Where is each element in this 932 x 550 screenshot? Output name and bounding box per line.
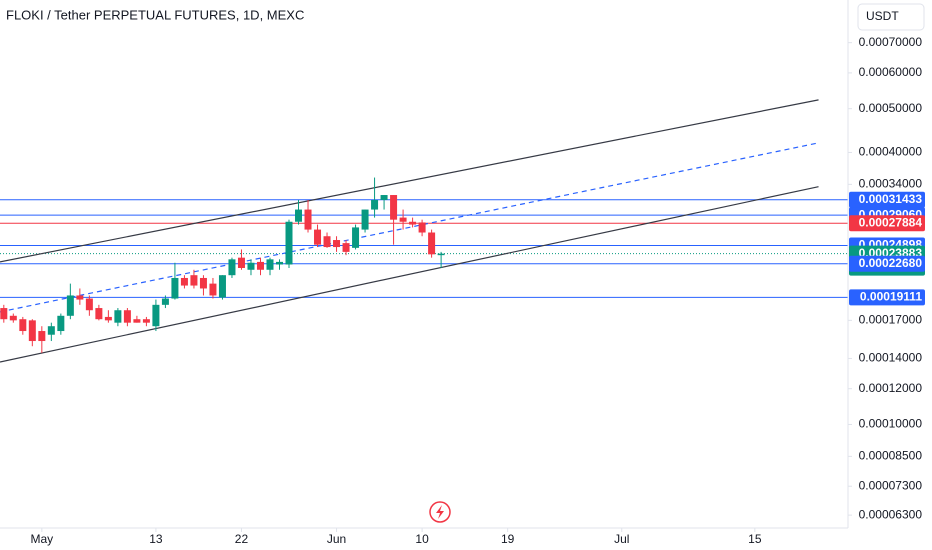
y-tick-label: 0.00008500 bbox=[859, 449, 923, 463]
x-tick-label: 19 bbox=[501, 532, 515, 546]
y-tick-label: 0.00050000 bbox=[859, 101, 923, 115]
candle-body bbox=[199, 277, 207, 289]
candle-body bbox=[218, 275, 226, 298]
price-label-box bbox=[849, 255, 925, 272]
candle-body bbox=[38, 331, 46, 342]
candle-body bbox=[161, 298, 169, 305]
price-label-box bbox=[849, 289, 925, 306]
plot-area bbox=[0, 99, 848, 363]
y-tick-label: 0.00012000 bbox=[859, 381, 923, 395]
lightning-icon[interactable] bbox=[429, 501, 451, 523]
candle-body bbox=[19, 319, 27, 332]
y-tick-label: 0.00007300 bbox=[859, 478, 923, 492]
candle-body bbox=[209, 283, 217, 296]
y-tick-label: 0.00017000 bbox=[859, 313, 923, 327]
candle-body bbox=[85, 298, 93, 311]
price-label: 0.00027884 bbox=[859, 215, 923, 229]
candle-body bbox=[66, 295, 74, 316]
y-tick-label: 0.00040000 bbox=[859, 145, 923, 159]
candle-body bbox=[152, 304, 160, 327]
y-tick-label: 0.00010000 bbox=[859, 417, 923, 431]
candle-body bbox=[190, 275, 198, 286]
candle-body bbox=[361, 209, 369, 230]
x-tick-label: Jul bbox=[614, 532, 629, 546]
price-label: 0.00031433 bbox=[859, 192, 923, 206]
candle-body bbox=[228, 259, 236, 276]
candle-body bbox=[47, 326, 55, 335]
candle-body bbox=[409, 221, 417, 225]
trend-line bbox=[0, 142, 819, 313]
candle-body bbox=[323, 236, 331, 248]
candle-body bbox=[418, 222, 426, 233]
x-tick-label: Jun bbox=[327, 532, 346, 546]
x-tick-label: 15 bbox=[748, 532, 762, 546]
candle-body bbox=[142, 319, 150, 323]
candle-body bbox=[314, 229, 322, 245]
y-tick-label: 0.00006300 bbox=[859, 507, 923, 521]
candle-body bbox=[266, 259, 274, 270]
candle-body bbox=[0, 308, 8, 320]
candle-body bbox=[437, 253, 445, 256]
y-tick-label: 0.00034000 bbox=[859, 177, 923, 191]
candle-body bbox=[133, 319, 141, 323]
candle-body bbox=[380, 195, 388, 200]
candle-body bbox=[390, 195, 398, 220]
price-label: 0.00022680 bbox=[859, 256, 923, 270]
candle-body bbox=[342, 243, 350, 252]
price-label: 0.00019111 bbox=[860, 290, 922, 304]
candle-body bbox=[428, 232, 436, 255]
candle-body bbox=[399, 217, 407, 222]
candle-body bbox=[295, 209, 303, 222]
candle-body bbox=[371, 199, 379, 210]
candle-body bbox=[304, 209, 312, 230]
price-label-box bbox=[849, 215, 925, 232]
candle-body bbox=[180, 277, 188, 286]
candle-body bbox=[352, 227, 360, 248]
candle-body bbox=[171, 277, 179, 299]
chart-title: FLOKI / Tether PERPETUAL FUTURES, 1D, ME… bbox=[6, 7, 304, 22]
x-tick-label: May bbox=[30, 532, 53, 546]
price-label-box bbox=[849, 191, 925, 208]
candle-body bbox=[104, 316, 112, 321]
trend-line bbox=[0, 186, 819, 363]
candle-body bbox=[114, 310, 122, 323]
candle-body bbox=[76, 295, 84, 300]
y-tick-label: 0.00014000 bbox=[859, 351, 923, 365]
candle-body bbox=[256, 261, 264, 270]
candle-body bbox=[123, 310, 131, 323]
trend-line bbox=[0, 99, 819, 263]
candle-body bbox=[285, 221, 293, 265]
candle-body bbox=[57, 315, 65, 332]
candle-body bbox=[28, 320, 36, 342]
candle-body bbox=[247, 262, 255, 270]
y-tick-label: 0.00070000 bbox=[859, 35, 923, 49]
x-tick-label: 22 bbox=[235, 532, 249, 546]
candle-body bbox=[95, 308, 103, 320]
x-tick-label: 10 bbox=[415, 532, 429, 546]
currency-label[interactable]: USDT bbox=[866, 9, 899, 23]
candle-body bbox=[9, 315, 17, 321]
candle-body bbox=[333, 240, 341, 248]
y-tick-label: 0.00060000 bbox=[859, 65, 923, 79]
currency-button[interactable] bbox=[857, 3, 925, 31]
candle-body bbox=[237, 257, 245, 268]
candle-body bbox=[275, 261, 283, 265]
x-tick-label: 13 bbox=[149, 532, 163, 546]
price-axis: 0.00070000 0.00060000 0.00050000 0.00040000… bbox=[848, 35, 925, 521]
